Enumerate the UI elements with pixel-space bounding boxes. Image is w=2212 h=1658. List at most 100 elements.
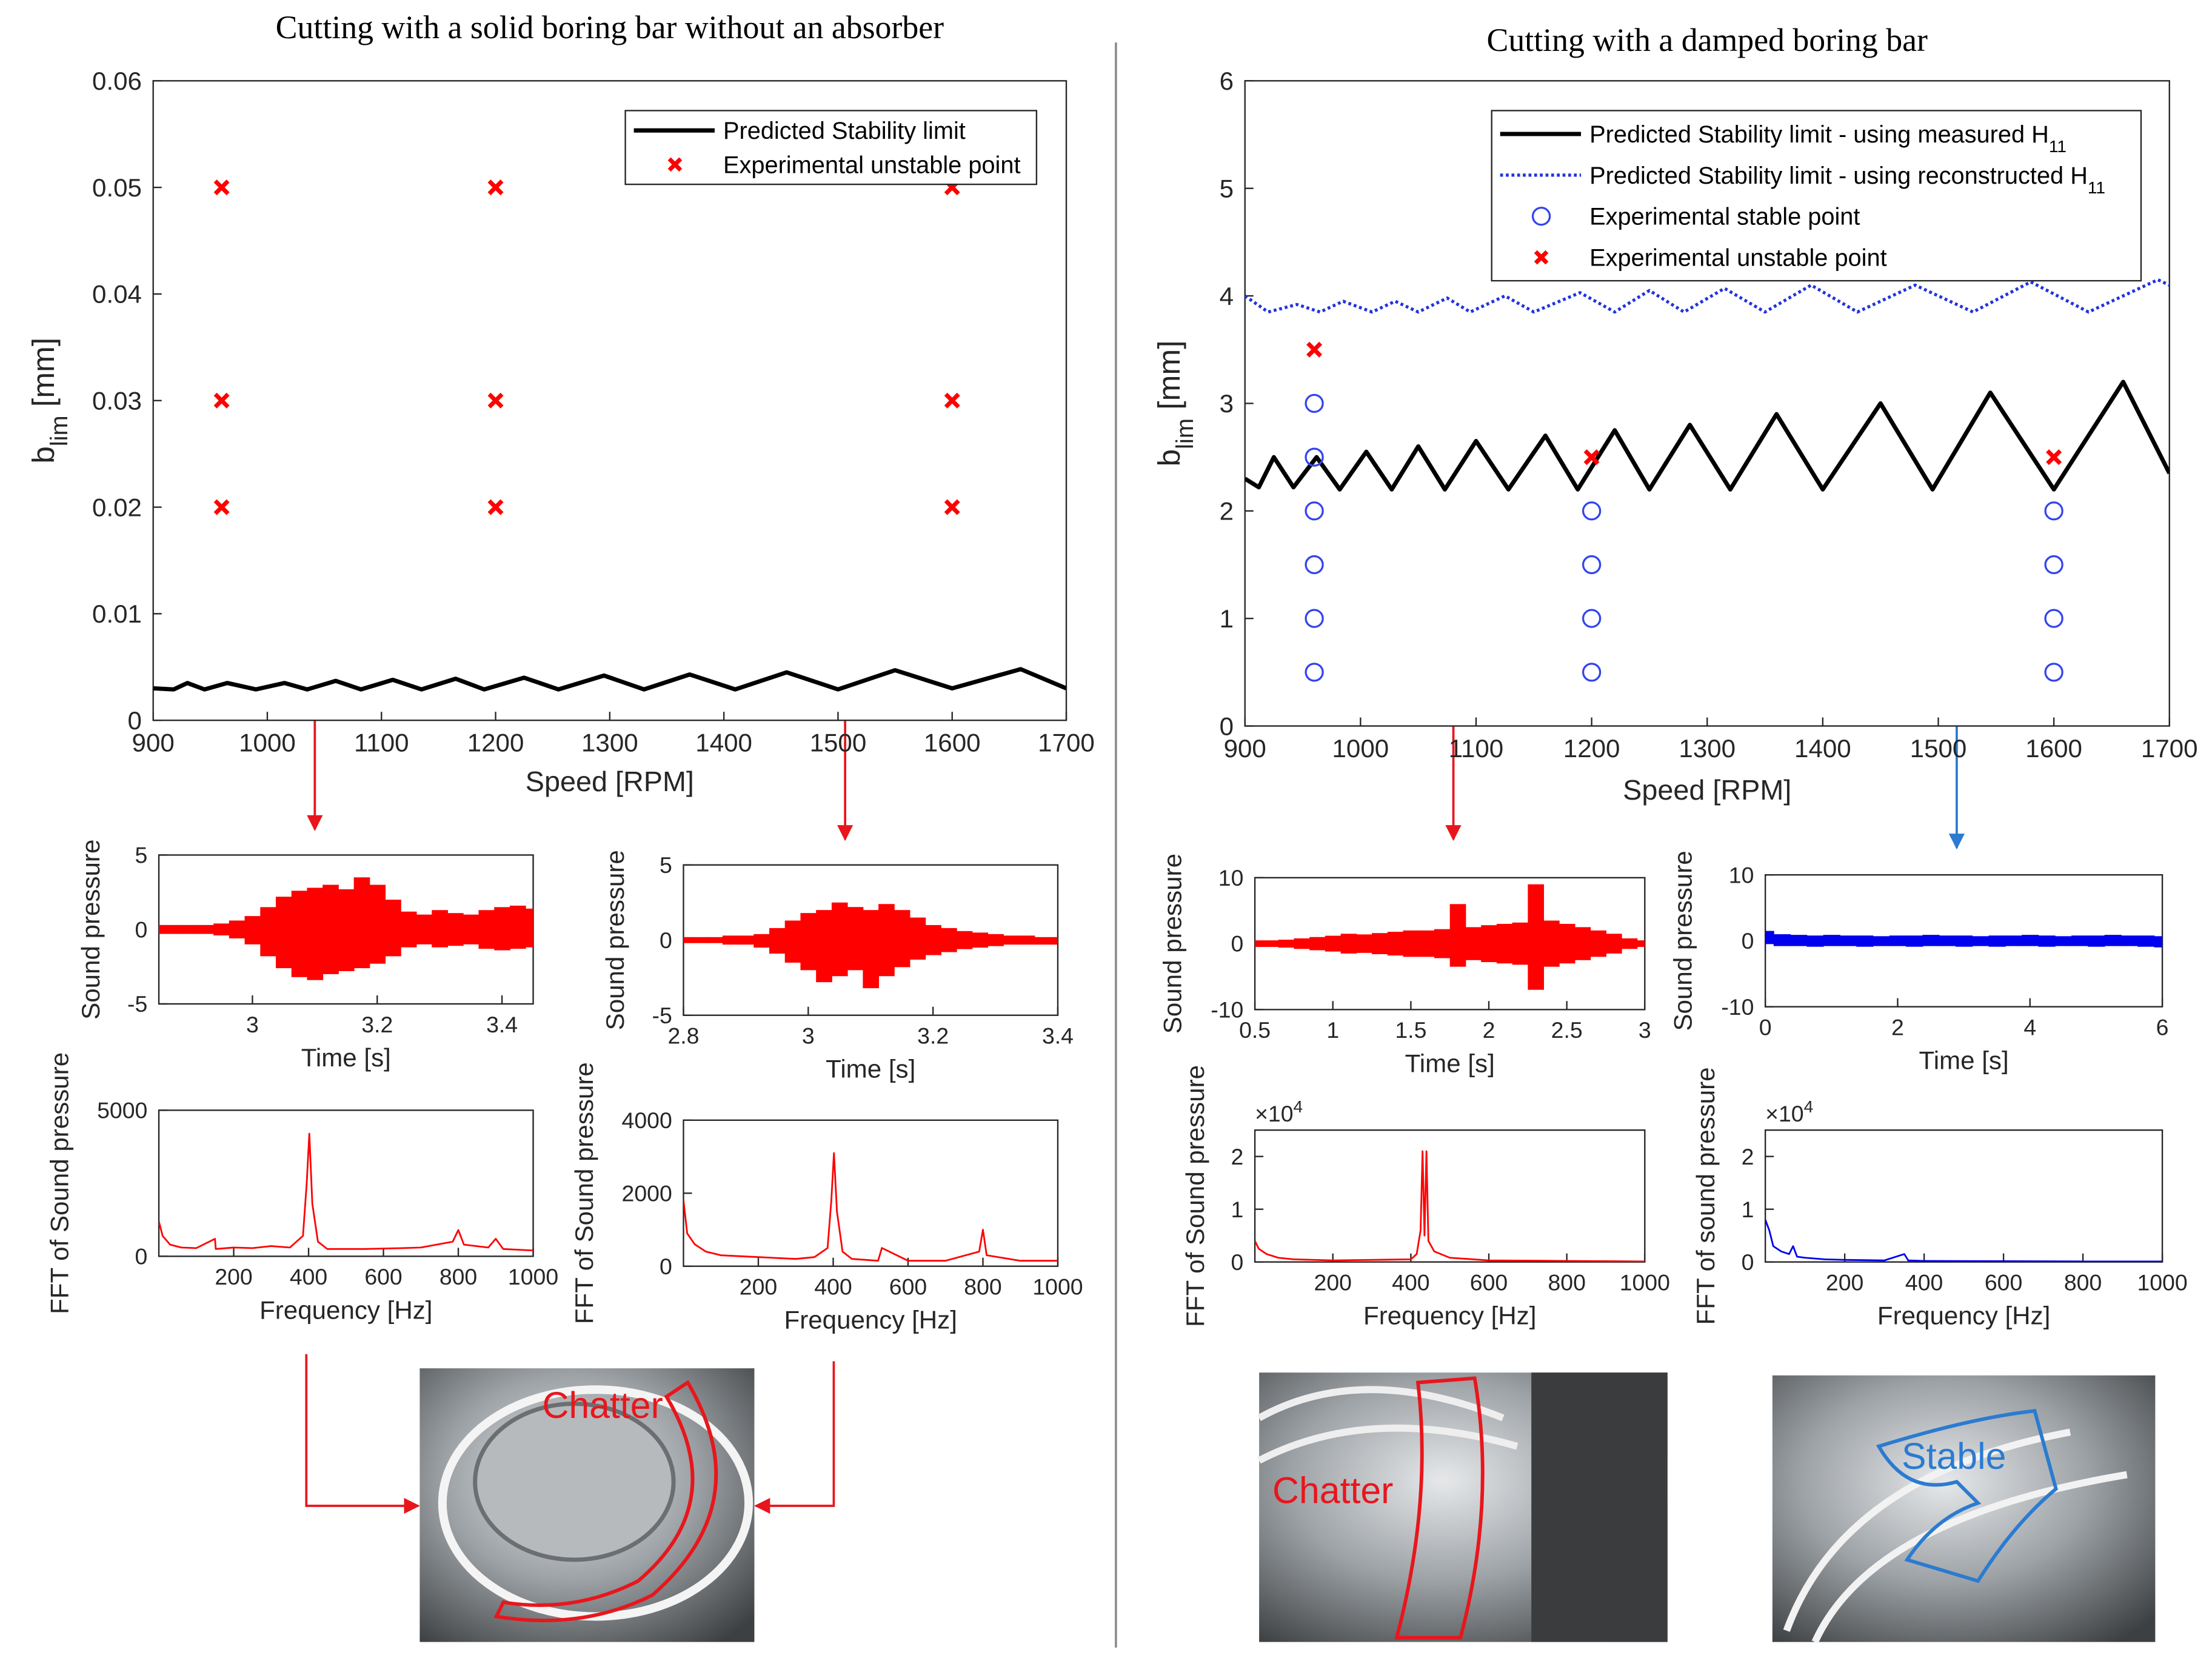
x-tick-label: 1000 bbox=[1332, 734, 1389, 763]
y-tick-label: 0 bbox=[660, 1254, 672, 1279]
stable-point bbox=[1305, 555, 1324, 575]
signal-envelope bbox=[847, 907, 864, 971]
signal-envelope bbox=[400, 911, 417, 948]
signal-envelope bbox=[1574, 927, 1591, 960]
signal-envelope bbox=[1356, 934, 1372, 953]
legend-name: Experimental unstable point bbox=[723, 152, 1021, 178]
x-tick-label: 0.5 bbox=[1239, 1017, 1271, 1043]
signal-envelope bbox=[159, 924, 167, 934]
signal-envelope bbox=[432, 910, 448, 948]
y-tick-label: 2000 bbox=[622, 1180, 672, 1206]
signal-envelope bbox=[478, 910, 495, 949]
y-multiplier-base: ×10 bbox=[1765, 1101, 1803, 1126]
signal-envelope bbox=[863, 910, 880, 989]
unstable-point bbox=[1306, 341, 1323, 358]
x-tick-label: 600 bbox=[1470, 1269, 1508, 1295]
x-tick-label: 800 bbox=[2064, 1269, 2102, 1295]
chart-title: Cutting with a damped boring bar bbox=[1487, 22, 1928, 58]
x-tick-label: 200 bbox=[1314, 1269, 1352, 1295]
legend-swatch bbox=[1531, 207, 1551, 226]
chart: 200 400 600 800 1000 0 5000 Frequency [Hz] FFT o… bbox=[45, 1052, 558, 1324]
signal-envelope bbox=[800, 913, 817, 971]
y-axis-label: FFT of Sound pressure bbox=[570, 1062, 598, 1324]
legend-label: Experimental unstable point bbox=[723, 152, 1021, 178]
signal-envelope bbox=[987, 934, 1004, 946]
y-axis-label: FFT of Sound pressure bbox=[45, 1052, 73, 1314]
signal-envelope bbox=[1481, 925, 1497, 963]
signal-envelope bbox=[2088, 935, 2105, 947]
x-tick-label: 600 bbox=[1985, 1269, 2022, 1295]
chart: 0.5 1 1.5 2 2.5 3 -10 0 10 Time [s] Sound pressure bbox=[1158, 854, 1651, 1077]
signal-envelope bbox=[2054, 936, 2072, 946]
signal-envelope bbox=[1255, 940, 1263, 948]
x-tick-label: 3 bbox=[246, 1012, 259, 1037]
signal-envelope bbox=[1856, 935, 1874, 947]
legend-swatch bbox=[1534, 250, 1549, 265]
signal-envelope bbox=[244, 916, 261, 944]
legend-label: Predicted Stability limit - using measur… bbox=[1589, 121, 2067, 156]
y-axis-label: Sound pressure bbox=[76, 840, 105, 1020]
signal-envelope bbox=[1823, 935, 1840, 946]
x-tick-label: 400 bbox=[290, 1264, 327, 1289]
plot-marks bbox=[153, 667, 1067, 692]
x-axis-label: Frequency [Hz] bbox=[1363, 1302, 1536, 1330]
x-tick-label: 1400 bbox=[1794, 734, 1851, 763]
signal-envelope bbox=[691, 937, 708, 943]
plot-marks bbox=[159, 877, 533, 980]
signal-envelope bbox=[1372, 933, 1388, 955]
y-tick-label: 0.02 bbox=[92, 493, 142, 521]
stable-point bbox=[2044, 555, 2063, 575]
x-tick-label: 3 bbox=[1639, 1017, 1651, 1043]
y-axis-label: FFT of Sound pressure bbox=[1181, 1065, 1209, 1327]
legend-box bbox=[624, 110, 1038, 186]
signal-envelope bbox=[213, 923, 230, 936]
signal-envelope bbox=[1590, 930, 1606, 957]
stable-point bbox=[1582, 609, 1602, 628]
legend-label: Experimental stable point bbox=[1589, 204, 1860, 230]
unstable-point bbox=[1583, 449, 1600, 466]
y-tick-label: 10 bbox=[1729, 862, 1754, 887]
stable-point bbox=[1582, 501, 1602, 521]
x-tick-label: 1000 bbox=[2137, 1269, 2187, 1295]
unstable-point bbox=[213, 179, 230, 196]
y-tick-label: 5000 bbox=[97, 1098, 147, 1123]
signal-envelope bbox=[722, 935, 739, 945]
y-axis-label: Sound pressure bbox=[1158, 854, 1186, 1034]
stable-point bbox=[2044, 609, 2063, 628]
signal-envelope bbox=[1988, 935, 2006, 947]
x-tick-label: 200 bbox=[215, 1264, 252, 1289]
signal-envelope bbox=[1018, 935, 1035, 945]
y-tick-label: 2 bbox=[1231, 1144, 1244, 1169]
y-axis-label: blim [mm] bbox=[25, 338, 73, 464]
y-tick-label: 0 bbox=[135, 917, 148, 942]
photo-label: Stable bbox=[1902, 1436, 2006, 1477]
signal-envelope bbox=[2005, 935, 2023, 946]
signal-envelope bbox=[1340, 934, 1357, 954]
signal-envelope bbox=[894, 910, 911, 968]
x-axis-label: Speed [RPM] bbox=[1623, 774, 1791, 806]
unstable-point bbox=[213, 392, 230, 409]
signal-envelope bbox=[909, 917, 926, 960]
photo: Stable bbox=[1772, 1375, 2156, 1643]
signal-envelope bbox=[784, 920, 801, 963]
y-tick-label: 6 bbox=[1220, 67, 1234, 95]
photo: Chatter bbox=[419, 1368, 755, 1642]
signal-envelope bbox=[385, 900, 401, 957]
signal-envelope bbox=[1496, 923, 1513, 964]
x-tick-label: 800 bbox=[1548, 1269, 1585, 1295]
plot-area bbox=[683, 1119, 1059, 1267]
x-tick-label: 600 bbox=[889, 1274, 927, 1300]
chart: Cutting with a solid boring bar without … bbox=[25, 9, 1095, 797]
signal-envelope bbox=[229, 920, 246, 938]
x-tick-label: 1000 bbox=[1620, 1269, 1670, 1295]
signal-envelope bbox=[707, 937, 723, 943]
signal-envelope bbox=[1278, 940, 1295, 948]
signal-envelope bbox=[1559, 923, 1575, 964]
plot-marks bbox=[683, 1152, 1058, 1262]
signal-envelope bbox=[1621, 938, 1638, 949]
x-tick-label: 1400 bbox=[695, 729, 752, 757]
signal-envelope bbox=[1889, 935, 1907, 946]
plot-area bbox=[1764, 1129, 2164, 1263]
legend-name-sub: 11 bbox=[2088, 178, 2105, 196]
signal-envelope bbox=[1449, 904, 1466, 967]
